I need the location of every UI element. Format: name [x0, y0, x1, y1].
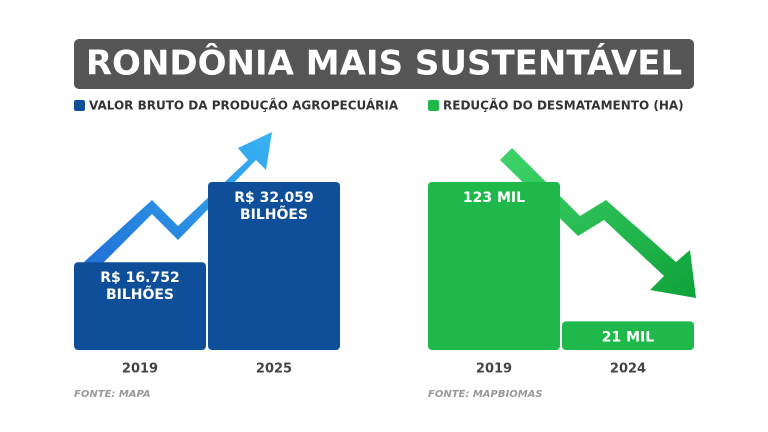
x-tick-label: 2024 — [610, 362, 646, 377]
legend-label: REDUÇÃO DO DESMATAMENTO (HA) — [443, 98, 684, 113]
legend-swatch — [74, 100, 85, 111]
source: FONTE: MAPBIOMAS — [428, 389, 543, 400]
title: RONDÔNIA MAIS SUSTENTÁVEL — [86, 43, 682, 84]
title-box — [74, 39, 694, 89]
bar — [562, 321, 694, 350]
bar — [208, 182, 340, 350]
x-tick-label: 2019 — [122, 362, 158, 377]
trend-arrow-up — [84, 132, 272, 270]
value-label: R$ 32.059 BILHÕES — [234, 190, 313, 223]
legend-label: VALOR BRUTO DA PRODUÇÃO AGROPECUÁRIA — [89, 98, 399, 113]
bar — [428, 182, 560, 350]
source: FONTE: MAPA — [74, 389, 151, 400]
value-label: 21 MIL — [602, 329, 654, 345]
value-label: 123 MIL — [463, 190, 525, 206]
x-tick-label: 2025 — [256, 362, 292, 377]
x-tick-label: 2019 — [476, 362, 512, 377]
legend-swatch — [428, 100, 439, 111]
bar — [74, 262, 206, 350]
value-label: R$ 16.752 BILHÕES — [100, 270, 179, 303]
